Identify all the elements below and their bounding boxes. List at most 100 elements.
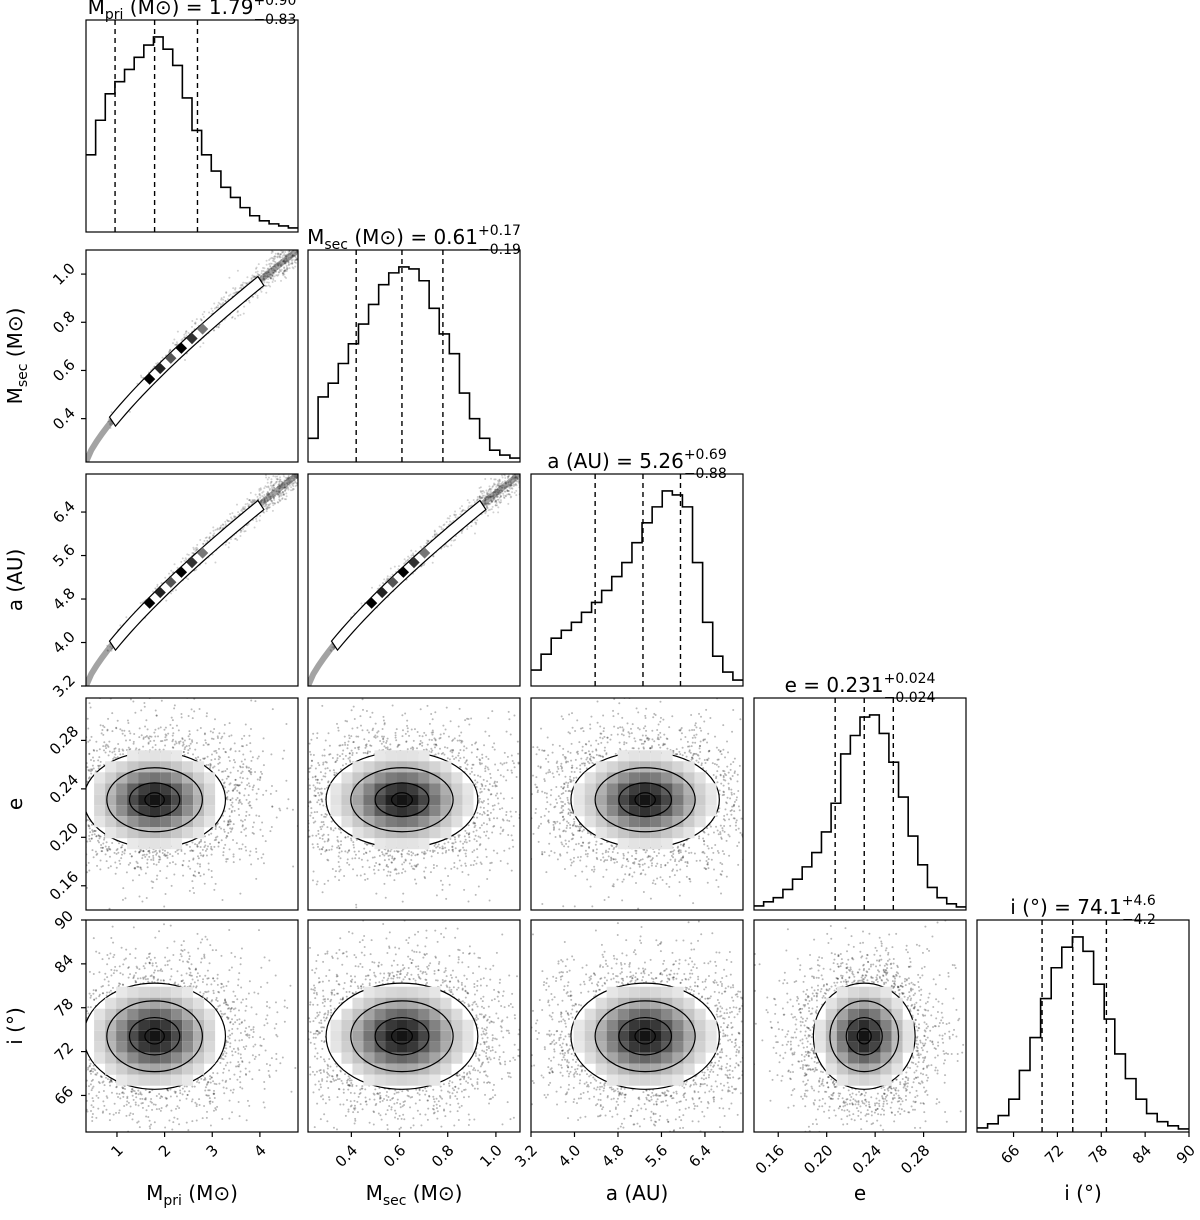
density-cell (186, 332, 198, 345)
scatter-point (300, 478, 302, 480)
scatter-point (502, 484, 505, 487)
scatter-point (489, 495, 492, 498)
scatter-point (173, 343, 176, 346)
scatter-point (510, 479, 513, 482)
scatter-point (459, 507, 462, 510)
scatter-point (303, 483, 305, 485)
scatter-point (449, 514, 452, 517)
scatter-point (515, 476, 518, 479)
scatter-point (285, 478, 288, 481)
scatter-point (267, 271, 270, 274)
scatter-point (272, 267, 275, 270)
scatter-point (514, 469, 516, 471)
scatter-point (266, 491, 269, 494)
scatter-point (495, 490, 498, 493)
scatter-point (267, 284, 270, 287)
scatter-point (486, 502, 489, 505)
scatter-point (266, 505, 269, 508)
scatter-point (73, 799, 75, 801)
scatter-point (77, 768, 79, 770)
scatter-point (482, 490, 485, 493)
scatter-point (276, 268, 279, 271)
scatter-point (246, 502, 249, 505)
scatter-point (262, 272, 265, 275)
scatter-point (494, 504, 497, 507)
scatter-point (291, 254, 294, 257)
scatter-point (272, 277, 275, 280)
scatter-point (503, 497, 506, 500)
scatter-point (233, 787, 236, 790)
scatter-point (275, 480, 278, 483)
scatter-point (294, 480, 297, 483)
scatter-point (454, 538, 457, 541)
scatter-point (33, 709, 35, 711)
scatter-point (194, 757, 197, 760)
scatter-point (484, 498, 487, 501)
scatter-point (277, 483, 280, 486)
scatter-point (281, 491, 284, 494)
density-cell (143, 373, 156, 385)
scatter-point (283, 486, 286, 489)
scatter-point (523, 479, 525, 481)
scatter-point (257, 857, 260, 860)
scatter-point (236, 269, 239, 272)
scatter-point (268, 267, 271, 270)
scatter-point (285, 492, 288, 495)
scatter-point (285, 482, 288, 485)
scatter-point (507, 469, 509, 471)
scatter-point (227, 775, 230, 778)
scatter-point (283, 493, 286, 496)
histogram-step-a (531, 490, 743, 681)
scatter-point (187, 714, 190, 717)
scatter-point (265, 506, 268, 509)
scatter-point (279, 263, 282, 266)
scatter-point (226, 775, 229, 778)
scatter-point (108, 907, 111, 910)
scatter-point (270, 262, 273, 265)
scatter-point (507, 489, 510, 492)
scatter-point (281, 486, 284, 489)
scatter-point (251, 501, 254, 504)
scatter-point (284, 251, 287, 254)
scatter-point (249, 750, 252, 753)
scatter-point (284, 479, 287, 482)
scatter-point (269, 495, 272, 498)
scatter-point (467, 505, 470, 508)
scatter-point (248, 499, 251, 502)
scatter-point (495, 499, 498, 502)
scatter-point (270, 784, 273, 787)
scatter-point (498, 486, 501, 489)
scatter-point (274, 279, 277, 282)
scatter-point (196, 729, 199, 732)
scatter-point (283, 273, 286, 276)
scatter-point (286, 259, 289, 262)
scatter-point (271, 259, 274, 262)
scatter-point (295, 476, 298, 479)
scatter-point (238, 287, 241, 290)
scatter-point (266, 507, 269, 510)
scatter-point (269, 502, 272, 505)
scatter-point (14, 769, 16, 771)
scatter-point (287, 256, 290, 259)
scatter-point (494, 496, 497, 499)
scatter-point (208, 536, 211, 539)
scatter-point (266, 275, 269, 278)
scatter-point (493, 493, 496, 496)
scatter-point (285, 255, 288, 258)
scatter-point (490, 508, 493, 511)
scatter-point (483, 496, 486, 499)
scatter-point (199, 539, 202, 542)
scatter-point (293, 471, 295, 473)
scatter-point (276, 492, 279, 495)
scatter-point (275, 490, 278, 493)
scatter-point (267, 485, 270, 488)
scatter-point (516, 471, 518, 473)
scatter-point (268, 271, 271, 274)
scatter-point (495, 495, 498, 498)
scatter-point (266, 478, 269, 481)
scatter-point (278, 485, 281, 488)
scatter-point (291, 255, 294, 258)
scatter-point (275, 263, 278, 266)
scatter-point (241, 820, 244, 823)
